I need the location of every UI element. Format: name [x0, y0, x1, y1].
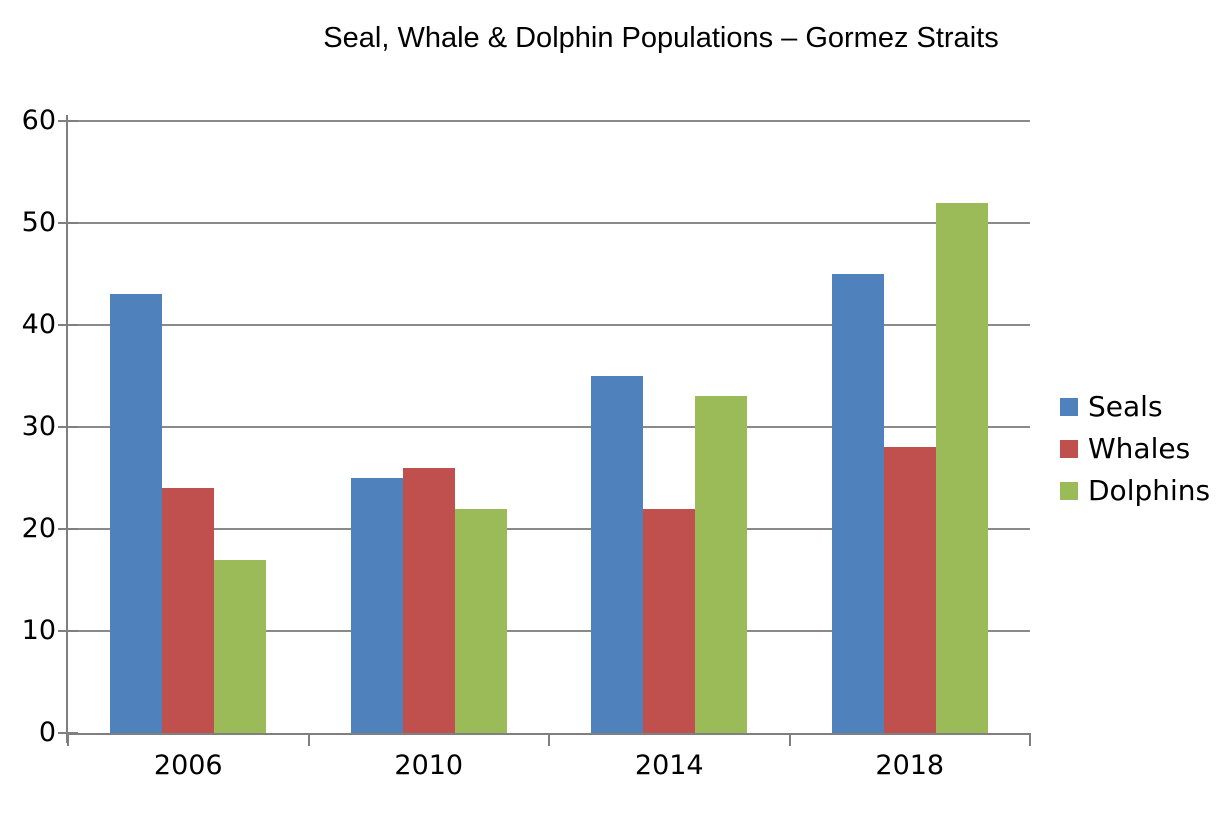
y-tick-label-40: 40 [21, 309, 56, 340]
bar-dolphins-2010 [454, 508, 507, 733]
legend: Seals Whales Dolphins [1060, 388, 1210, 510]
y-tick-label-10: 10 [21, 615, 56, 646]
y-tick-label-60: 60 [21, 105, 56, 136]
x-axis-tick-3 [788, 733, 791, 746]
bar-whales-2010 [402, 467, 455, 733]
gridline-y-40 [68, 324, 1030, 326]
x-axis-tick-2 [548, 733, 550, 746]
legend-swatch-dolphins-icon [1060, 482, 1078, 500]
legend-item-whales: Whales [1060, 430, 1210, 468]
bar-group-2014 [549, 121, 790, 733]
bar-group-2010 [309, 121, 550, 733]
y-axis-line [66, 115, 68, 743]
bar-whales-2006 [162, 488, 215, 733]
y-tick-label-30: 30 [21, 411, 56, 442]
bar-group-2006 [68, 121, 309, 733]
bar-dolphins-2014 [695, 396, 748, 733]
y-axis-tick-60 [58, 120, 78, 122]
bar-seals-2014 [591, 376, 644, 733]
legend-label-whales: Whales [1088, 432, 1191, 465]
y-axis-tick-10 [58, 630, 78, 632]
x-tick-label-2018: 2018 [875, 750, 945, 781]
bar-whales-2018 [883, 447, 936, 733]
gridline-y-10 [68, 630, 1030, 632]
bar-seals-2006 [110, 294, 163, 733]
y-tick-label-20: 20 [21, 513, 56, 544]
y-tick-label-0: 0 [38, 717, 56, 748]
legend-item-dolphins: Dolphins [1060, 472, 1210, 510]
gridline-y-20 [68, 528, 1030, 530]
bar-dolphins-2006 [214, 559, 267, 733]
y-axis-tick-30 [58, 426, 78, 428]
chart-title: Seal, Whale & Dolphin Populations – Gorm… [323, 22, 999, 54]
legend-swatch-whales-icon [1060, 440, 1078, 458]
x-axis-tick-1 [307, 733, 310, 746]
x-tick-label-2010: 2010 [394, 750, 464, 781]
y-axis-tick-40 [58, 324, 78, 326]
bar-group-2018 [790, 121, 1031, 733]
bar-seals-2018 [831, 274, 884, 733]
y-axis-tick-50 [58, 222, 78, 224]
gridline-y-50 [68, 222, 1030, 224]
x-tick-label-2014: 2014 [634, 750, 704, 781]
x-axis-tick-4 [1029, 733, 1031, 746]
bar-dolphins-2018 [935, 202, 988, 733]
gridline-y-60 [68, 120, 1030, 122]
y-axis-tick-20 [58, 528, 78, 530]
gridline-y-30 [68, 426, 1030, 428]
legend-label-seals: Seals [1088, 390, 1163, 423]
legend-label-dolphins: Dolphins [1088, 474, 1211, 507]
y-tick-label-50: 50 [21, 207, 56, 238]
bar-seals-2010 [350, 478, 403, 733]
x-tick-label-2006: 2006 [153, 750, 223, 781]
bar-whales-2014 [643, 508, 696, 733]
legend-item-seals: Seals [1060, 388, 1210, 426]
legend-swatch-seals-icon [1060, 398, 1078, 416]
x-axis-tick-0 [67, 733, 69, 746]
